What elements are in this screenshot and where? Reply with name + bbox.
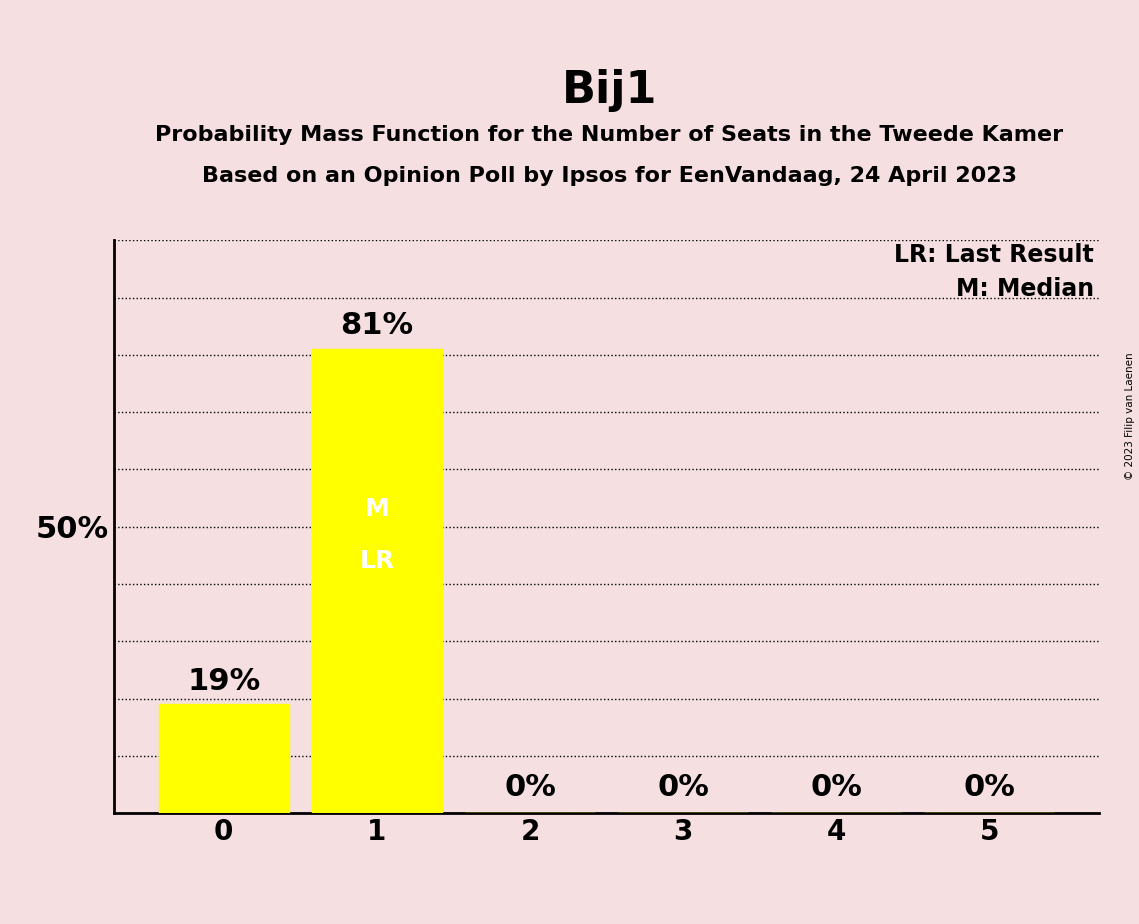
Text: LR: LR xyxy=(359,549,394,573)
Text: © 2023 Filip van Laenen: © 2023 Filip van Laenen xyxy=(1125,352,1134,480)
Bar xyxy=(158,704,289,813)
Text: M: Median: M: Median xyxy=(956,277,1095,301)
Text: 0%: 0% xyxy=(810,772,862,802)
Text: 81%: 81% xyxy=(341,311,413,341)
Text: 0%: 0% xyxy=(964,772,1015,802)
Text: LR: Last Result: LR: Last Result xyxy=(894,243,1095,267)
Text: Based on an Opinion Poll by Ipsos for EenVandaag, 24 April 2023: Based on an Opinion Poll by Ipsos for Ee… xyxy=(202,166,1017,187)
Text: 0%: 0% xyxy=(505,772,556,802)
Text: Bij1: Bij1 xyxy=(562,69,657,113)
Text: 0%: 0% xyxy=(657,772,708,802)
Text: M: M xyxy=(364,497,390,521)
Text: 19%: 19% xyxy=(187,667,261,696)
Text: Probability Mass Function for the Number of Seats in the Tweede Kamer: Probability Mass Function for the Number… xyxy=(155,125,1064,145)
Bar xyxy=(312,349,442,813)
